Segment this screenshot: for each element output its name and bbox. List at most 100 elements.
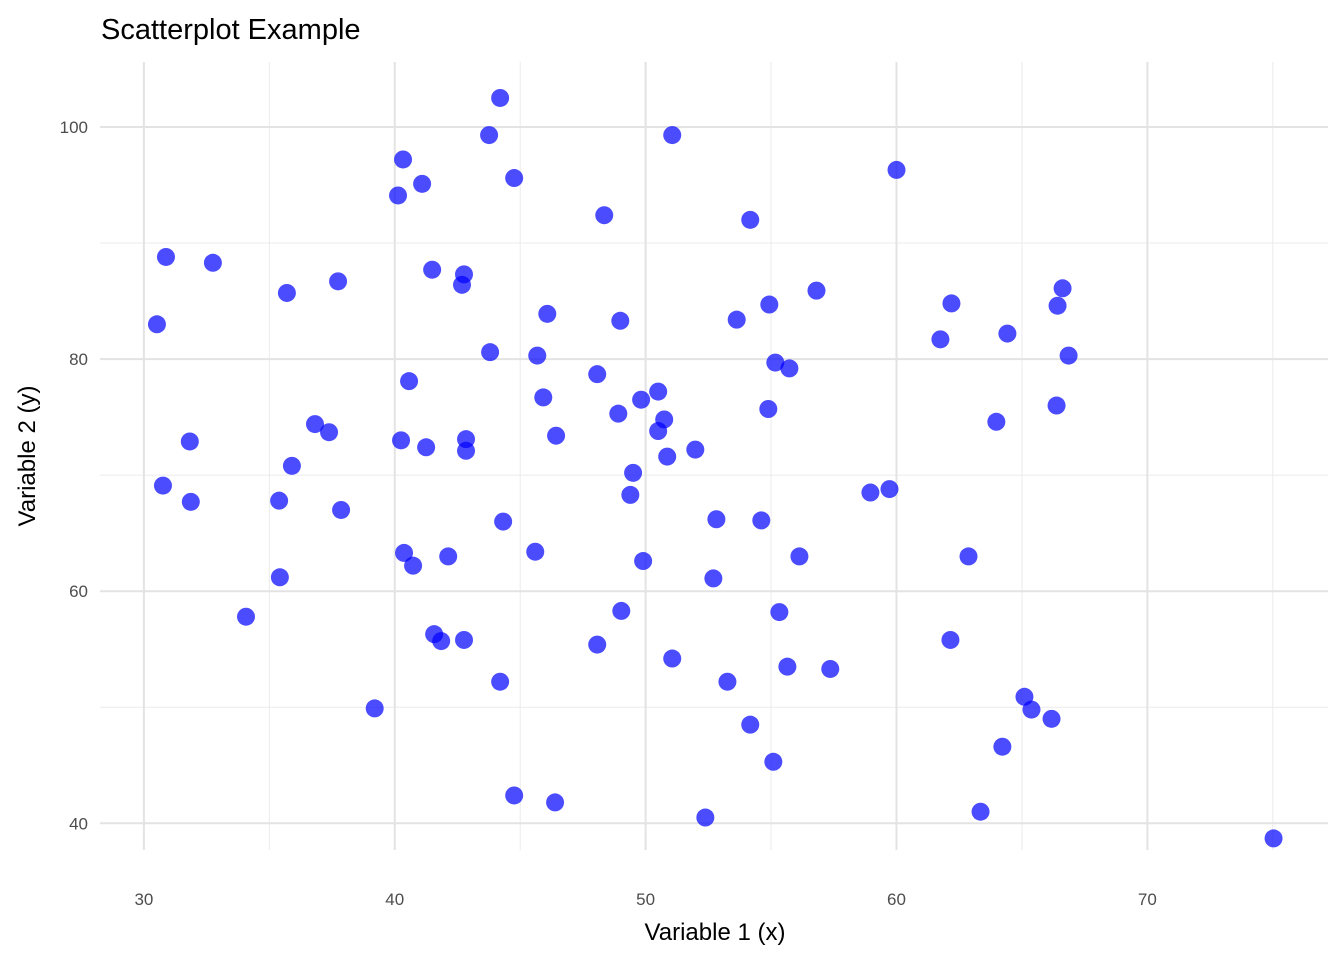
x-axis-label: Variable 1 (x) <box>645 919 786 946</box>
scatter-point <box>621 485 640 504</box>
scatter-point <box>1042 709 1061 728</box>
scatter-point <box>759 399 778 418</box>
scatter-point <box>887 160 906 179</box>
scatter-point <box>770 603 789 622</box>
scatter-point <box>1264 829 1283 848</box>
scatter-point <box>649 422 668 441</box>
scatter-point <box>156 247 175 266</box>
scatter-point <box>237 607 256 626</box>
scatter-point <box>704 569 723 588</box>
data-points <box>147 88 1283 848</box>
scatter-point <box>807 281 826 300</box>
scatter-point <box>203 253 222 272</box>
scatter-point <box>320 423 339 442</box>
scatter-point <box>624 463 643 482</box>
scatter-point <box>741 210 760 229</box>
scatter-point <box>153 476 172 495</box>
scatter-point <box>941 630 960 649</box>
scatter-point <box>547 426 566 445</box>
scatter-point <box>718 672 737 691</box>
y-tick-label: 60 <box>69 582 88 601</box>
scatter-point <box>663 649 682 668</box>
scatter-point <box>727 310 746 329</box>
scatter-point <box>987 412 1006 431</box>
scatter-point <box>480 126 499 145</box>
scatter-point <box>180 432 199 451</box>
scatter-point <box>481 343 500 362</box>
scatter-point <box>282 456 301 475</box>
gridlines <box>100 62 1328 850</box>
scatter-point <box>491 88 510 107</box>
y-tick-label: 80 <box>69 350 88 369</box>
x-tick-label: 50 <box>636 890 655 909</box>
scatter-point <box>332 500 351 519</box>
scatter-point <box>649 382 668 401</box>
scatter-point <box>526 542 545 561</box>
scatter-point <box>611 311 630 330</box>
scatter-point <box>1059 346 1078 365</box>
scatter-point <box>538 304 557 323</box>
scatter-point <box>432 632 451 651</box>
scatter-point <box>270 491 289 510</box>
scatter-point <box>1053 279 1072 298</box>
scatter-point <box>305 415 324 434</box>
scatter-point <box>453 275 472 294</box>
scatter-point <box>790 547 809 566</box>
scatter-point <box>329 272 348 291</box>
scatter-point <box>1047 396 1066 415</box>
scatter-point <box>457 441 476 460</box>
scatter-point <box>147 315 166 334</box>
scatter-point <box>394 150 413 169</box>
scatter-point <box>942 294 961 313</box>
scatter-point <box>595 206 614 225</box>
tick-labels: 30 40 50 60 70 40 60 80 100 <box>60 118 1157 909</box>
scatter-point <box>270 568 289 587</box>
scatter-point <box>766 353 785 372</box>
scatter-point <box>534 388 553 407</box>
scatter-point <box>455 630 474 649</box>
scatter-point <box>634 552 653 571</box>
y-tick-label: 100 <box>60 118 88 137</box>
y-tick-label: 40 <box>69 814 88 833</box>
scatter-point <box>760 295 779 314</box>
scatter-point <box>861 483 880 502</box>
scatter-point <box>392 431 411 450</box>
scatter-point <box>588 365 607 384</box>
scatter-point <box>658 447 677 466</box>
scatter-point <box>588 635 607 654</box>
scatter-point <box>931 330 950 349</box>
scatter-point <box>612 601 631 620</box>
scatter-point <box>752 511 771 530</box>
scatter-point <box>993 737 1012 756</box>
scatter-point <box>395 543 414 562</box>
scatter-point <box>959 547 978 566</box>
scatter-point <box>277 283 296 302</box>
scatter-point <box>546 793 565 812</box>
scatter-point <box>365 699 384 718</box>
scatter-point <box>389 186 408 205</box>
x-tick-label: 40 <box>385 890 404 909</box>
y-axis-label: Variable 2 (y) <box>14 386 41 527</box>
scatter-point <box>696 808 715 827</box>
scatter-point <box>1048 296 1067 315</box>
scatter-point <box>741 715 760 734</box>
scatter-point <box>780 359 799 378</box>
scatter-point <box>439 547 458 566</box>
x-tick-label: 30 <box>134 890 153 909</box>
scatter-point <box>707 510 726 529</box>
scatter-point <box>764 752 783 771</box>
x-tick-label: 70 <box>1138 890 1157 909</box>
scatter-point <box>686 440 705 459</box>
scatter-point <box>609 404 628 423</box>
scatter-point <box>417 438 436 457</box>
scatter-point <box>404 556 423 575</box>
scatter-point <box>998 324 1017 343</box>
scatter-point <box>505 169 524 188</box>
scatter-point <box>528 346 547 365</box>
scatter-point <box>880 480 899 499</box>
scatter-point <box>494 512 513 531</box>
x-tick-label: 60 <box>887 890 906 909</box>
scatter-point <box>1022 700 1041 719</box>
scatter-point <box>778 657 797 676</box>
